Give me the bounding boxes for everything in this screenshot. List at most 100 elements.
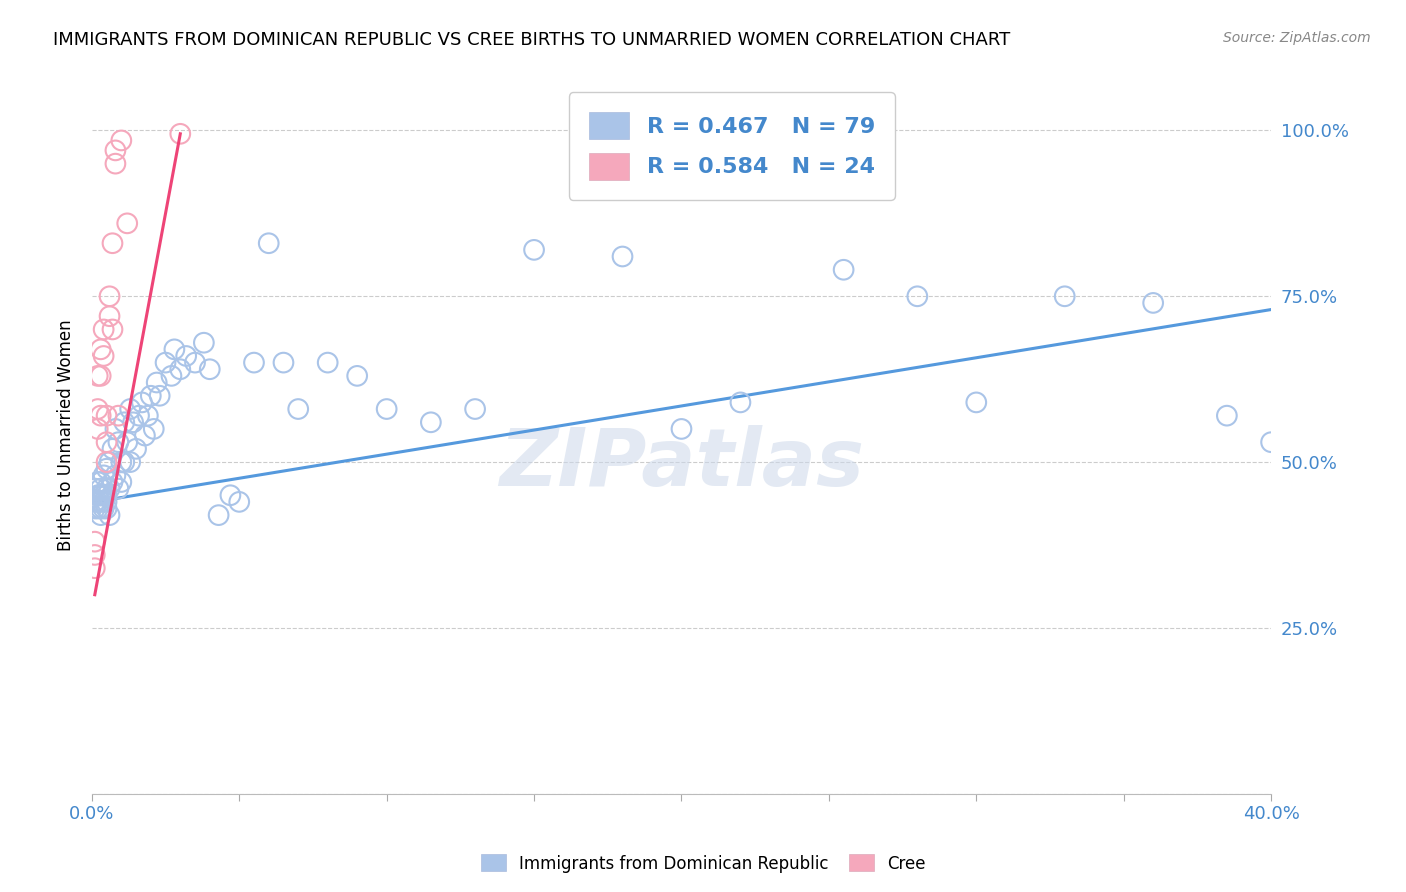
Point bbox=[198, 362, 221, 376]
Point bbox=[375, 402, 398, 417]
Point bbox=[115, 435, 138, 450]
Point bbox=[90, 409, 112, 423]
Y-axis label: Births to Unmarried Women: Births to Unmarried Women bbox=[58, 319, 75, 551]
Point bbox=[228, 495, 250, 509]
Point bbox=[464, 402, 486, 417]
Point bbox=[905, 289, 928, 303]
Point bbox=[1142, 296, 1164, 310]
Point bbox=[120, 455, 142, 469]
Point bbox=[104, 422, 127, 436]
Point bbox=[142, 422, 165, 436]
Point bbox=[965, 395, 987, 409]
Point bbox=[96, 409, 118, 423]
Point bbox=[93, 501, 115, 516]
Point bbox=[169, 127, 191, 141]
Point bbox=[112, 455, 135, 469]
Point bbox=[101, 475, 124, 489]
Point bbox=[346, 368, 368, 383]
Point bbox=[193, 335, 215, 350]
Point bbox=[90, 475, 112, 489]
Point bbox=[419, 415, 441, 429]
Point bbox=[98, 309, 121, 323]
Point bbox=[273, 356, 295, 370]
Point bbox=[96, 455, 118, 469]
Point bbox=[101, 236, 124, 251]
Point bbox=[96, 495, 118, 509]
Point bbox=[155, 356, 177, 370]
Point bbox=[115, 216, 138, 230]
Point bbox=[832, 262, 855, 277]
Point bbox=[122, 415, 145, 429]
Point bbox=[83, 534, 105, 549]
Point bbox=[87, 475, 110, 489]
Point bbox=[90, 508, 112, 523]
Point bbox=[174, 349, 197, 363]
Point bbox=[87, 422, 110, 436]
Point bbox=[93, 322, 115, 336]
Point bbox=[90, 488, 112, 502]
Point bbox=[104, 468, 127, 483]
Point bbox=[120, 402, 142, 417]
Point bbox=[184, 356, 207, 370]
Point bbox=[160, 368, 183, 383]
Point bbox=[110, 455, 132, 469]
Point bbox=[87, 488, 110, 502]
Point bbox=[287, 402, 309, 417]
Point bbox=[87, 368, 110, 383]
Point bbox=[139, 389, 162, 403]
Point bbox=[93, 349, 115, 363]
Point bbox=[96, 488, 118, 502]
Point bbox=[98, 482, 121, 496]
Point bbox=[83, 482, 105, 496]
Point bbox=[90, 482, 112, 496]
Point bbox=[98, 508, 121, 523]
Point bbox=[207, 508, 229, 523]
Point bbox=[83, 561, 105, 575]
Point bbox=[98, 455, 121, 469]
Point bbox=[104, 156, 127, 170]
Point bbox=[93, 495, 115, 509]
Point bbox=[107, 409, 129, 423]
Point bbox=[145, 376, 167, 390]
Legend: R = 0.467   N = 79, R = 0.584   N = 24: R = 0.467 N = 79, R = 0.584 N = 24 bbox=[569, 92, 894, 200]
Point bbox=[523, 243, 546, 257]
Point bbox=[149, 389, 172, 403]
Point bbox=[219, 488, 242, 502]
Point bbox=[87, 501, 110, 516]
Legend: Immigrants from Dominican Republic, Cree: Immigrants from Dominican Republic, Cree bbox=[474, 847, 932, 880]
Point bbox=[101, 442, 124, 456]
Point bbox=[125, 442, 148, 456]
Point bbox=[243, 356, 266, 370]
Point bbox=[112, 415, 135, 429]
Point bbox=[83, 548, 105, 562]
Point bbox=[96, 461, 118, 475]
Text: Source: ZipAtlas.com: Source: ZipAtlas.com bbox=[1223, 31, 1371, 45]
Point bbox=[131, 395, 153, 409]
Point bbox=[90, 343, 112, 357]
Point bbox=[87, 495, 110, 509]
Point bbox=[1260, 435, 1282, 450]
Point bbox=[110, 475, 132, 489]
Point bbox=[96, 482, 118, 496]
Point bbox=[96, 435, 118, 450]
Point bbox=[104, 144, 127, 158]
Point bbox=[169, 362, 191, 376]
Point bbox=[87, 402, 110, 417]
Point bbox=[1216, 409, 1239, 423]
Point bbox=[1053, 289, 1076, 303]
Point bbox=[163, 343, 186, 357]
Point bbox=[83, 501, 105, 516]
Point bbox=[90, 495, 112, 509]
Point bbox=[98, 289, 121, 303]
Point bbox=[671, 422, 693, 436]
Text: IMMIGRANTS FROM DOMINICAN REPUBLIC VS CREE BIRTHS TO UNMARRIED WOMEN CORRELATION: IMMIGRANTS FROM DOMINICAN REPUBLIC VS CR… bbox=[53, 31, 1011, 49]
Point bbox=[136, 409, 159, 423]
Point bbox=[101, 322, 124, 336]
Point bbox=[110, 133, 132, 147]
Point bbox=[134, 428, 156, 442]
Point bbox=[730, 395, 752, 409]
Point bbox=[316, 356, 339, 370]
Point bbox=[96, 501, 118, 516]
Point bbox=[93, 488, 115, 502]
Point bbox=[93, 468, 115, 483]
